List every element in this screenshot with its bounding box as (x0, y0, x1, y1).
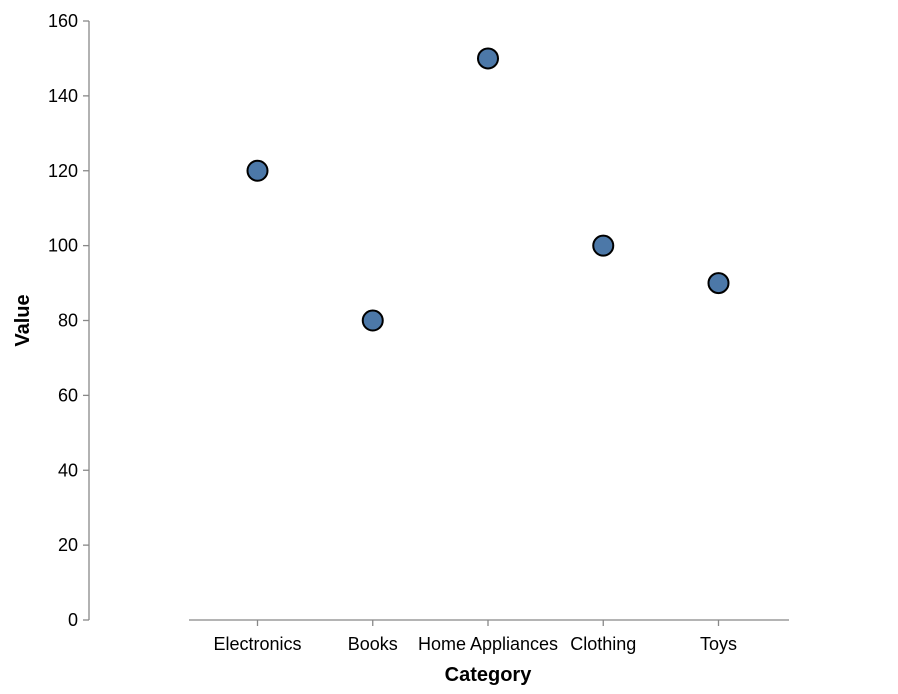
x-ticks: Electronics Books Home Appliances Clothing T… (213, 620, 737, 654)
data-points (246, 47, 730, 332)
y-tick-label: 80 (58, 311, 78, 331)
y-tick-label: 120 (48, 161, 78, 181)
data-point (707, 272, 730, 295)
data-point (246, 159, 269, 182)
x-tick-label: Home Appliances (418, 634, 558, 654)
y-tick-label: 0 (68, 610, 78, 630)
data-point (361, 309, 384, 332)
y-tick-label: 20 (58, 535, 78, 555)
y-ticks: 0 20 40 60 80 100 120 140 160 (48, 11, 89, 630)
y-tick-label: 160 (48, 11, 78, 31)
data-point (592, 234, 615, 257)
y-axis: 0 20 40 60 80 100 120 140 160 (48, 11, 90, 630)
y-tick-label: 40 (58, 460, 78, 480)
y-tick-label: 100 (48, 236, 78, 256)
x-axis: Electronics Books Home Appliances Clothing T… (189, 619, 789, 654)
y-tick-label: 60 (58, 385, 78, 405)
x-tick-label: Electronics (213, 634, 301, 654)
x-tick-label: Books (348, 634, 398, 654)
data-point (477, 47, 499, 70)
y-axis-title: Value (12, 294, 34, 346)
x-tick-label: Clothing (570, 634, 636, 654)
x-axis-title: Category (445, 664, 533, 686)
y-tick-label: 140 (48, 86, 78, 106)
x-tick-label: Toys (700, 634, 737, 654)
